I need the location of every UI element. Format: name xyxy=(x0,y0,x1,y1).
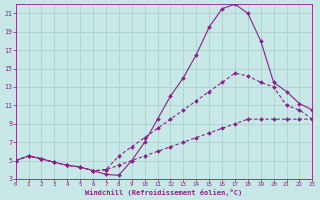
X-axis label: Windchill (Refroidissement éolien,°C): Windchill (Refroidissement éolien,°C) xyxy=(85,189,243,196)
